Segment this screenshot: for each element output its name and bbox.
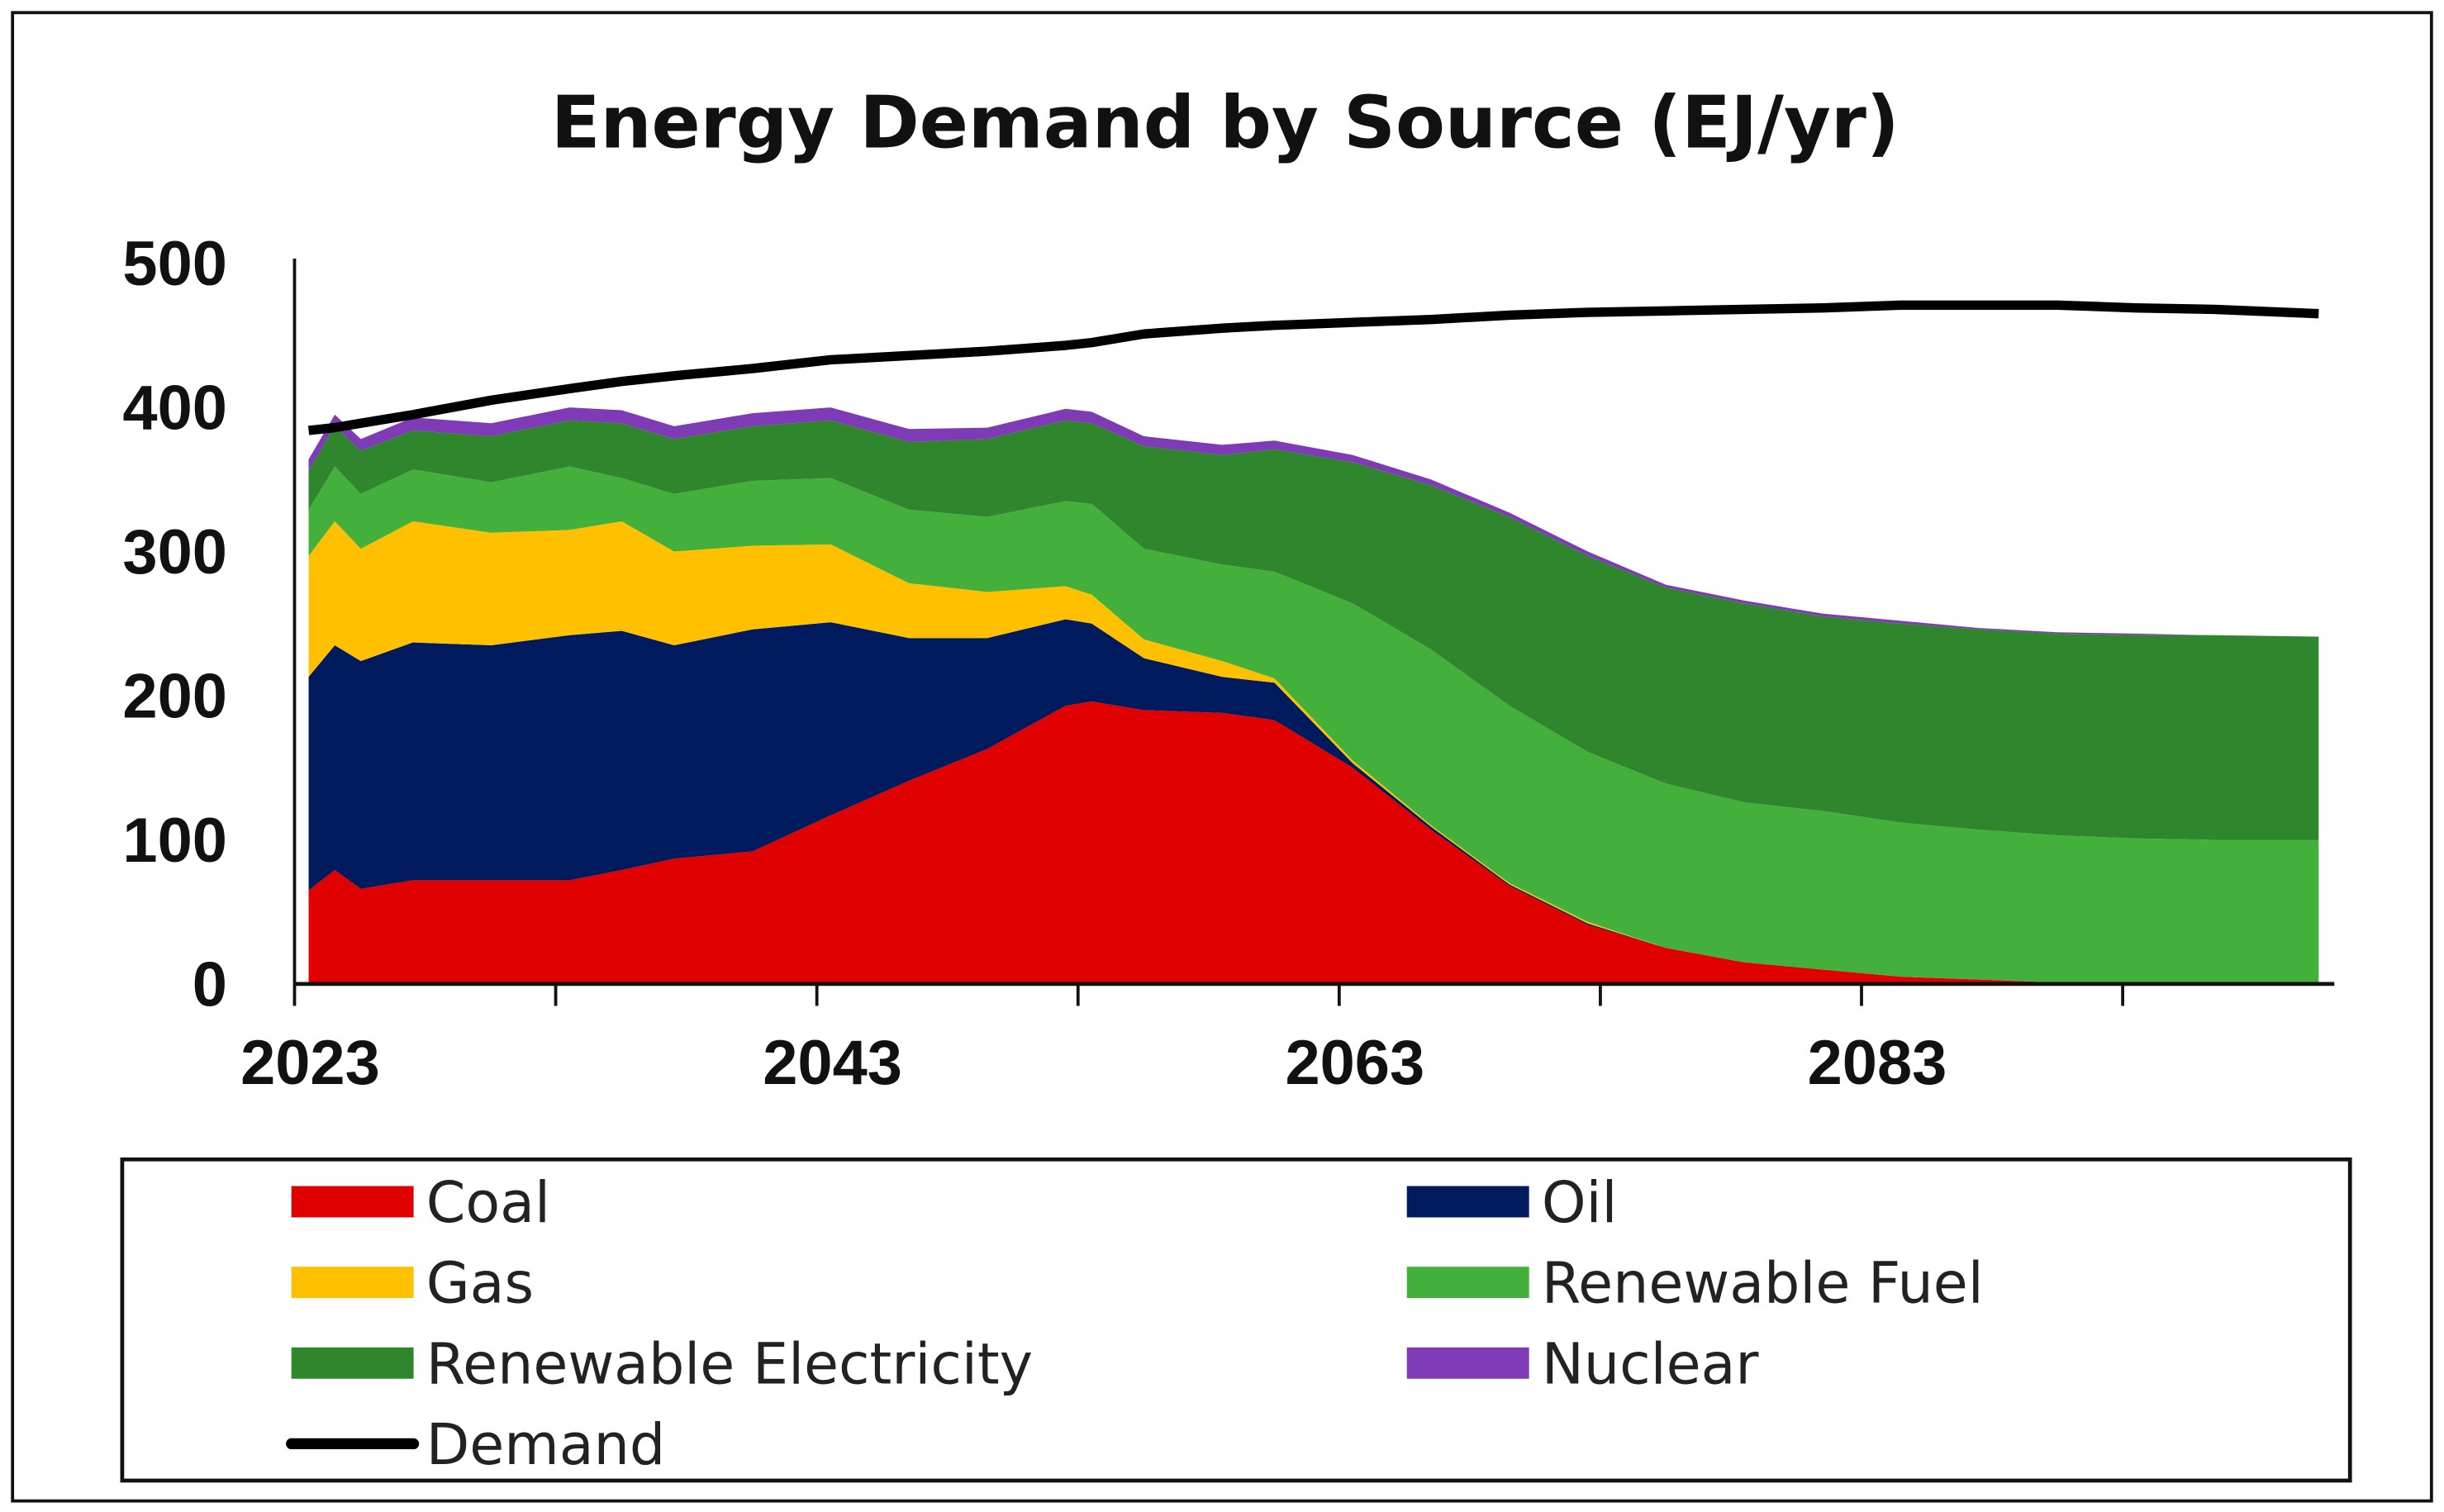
- legend-item-renewable-electricity: Renewable Electricity: [291, 1332, 1033, 1397]
- legend-swatch: [291, 1267, 414, 1299]
- legend-swatch: [291, 1186, 414, 1218]
- area-gas: [308, 521, 2319, 984]
- area-oil: [308, 619, 2319, 984]
- legend-swatch: [1406, 1267, 1529, 1299]
- area-nuclear: [308, 407, 2319, 637]
- legend-label: Coal: [426, 1171, 550, 1236]
- legend-swatch: [1406, 1186, 1529, 1218]
- legend-label: Nuclear: [1542, 1332, 1760, 1397]
- area-renewable-fuel: [308, 466, 2319, 984]
- legend-item-demand: Demand: [286, 1413, 665, 1478]
- legend-item-oil: Oil: [1406, 1171, 1618, 1236]
- line-demand: [307, 300, 2319, 435]
- area-renewable-electricity: [308, 420, 2319, 840]
- y-tick-label: 0: [193, 949, 227, 1020]
- legend-item-coal: Coal: [291, 1171, 550, 1236]
- legend-label: Demand: [426, 1413, 665, 1478]
- y-tick-label: 400: [122, 373, 227, 444]
- stacked-areas: [308, 407, 2319, 984]
- x-tick-label: 2063: [1285, 1028, 1424, 1098]
- legend-swatch: [291, 1347, 414, 1379]
- y-tick-labels: 0 100 200 300 400 500: [122, 229, 227, 1020]
- legend-item-nuclear: Nuclear: [1406, 1332, 1760, 1397]
- legend: Coal Oil Gas Renewable Fuel Renewable Electr…: [286, 1171, 1984, 1478]
- y-tick-label: 100: [122, 806, 227, 876]
- legend-label: Gas: [426, 1252, 534, 1317]
- y-tick-label: 500: [122, 229, 227, 299]
- area-coal: [308, 701, 2319, 984]
- x-tick-label: 2043: [763, 1028, 902, 1098]
- legend-label: Renewable Fuel: [1542, 1252, 1984, 1317]
- y-tick-label: 300: [122, 517, 227, 587]
- legend-label: Oil: [1542, 1171, 1618, 1236]
- demand-line-group: [307, 300, 2319, 435]
- legend-item-gas: Gas: [291, 1252, 534, 1317]
- legend-label: Renewable Electricity: [426, 1332, 1033, 1397]
- legend-swatch: [1406, 1347, 1529, 1379]
- y-tick-label: 200: [122, 662, 227, 732]
- x-tick-label: 2023: [240, 1028, 380, 1098]
- chart-title: Energy Demand by Source (EJ/yr): [551, 80, 1900, 164]
- legend-item-renewable-fuel: Renewable Fuel: [1406, 1252, 1984, 1317]
- legend-box: [120, 1157, 2352, 1483]
- x-ticks: 2023 2043 2063 2083: [240, 983, 2124, 1098]
- x-tick-label: 2083: [1808, 1028, 1947, 1098]
